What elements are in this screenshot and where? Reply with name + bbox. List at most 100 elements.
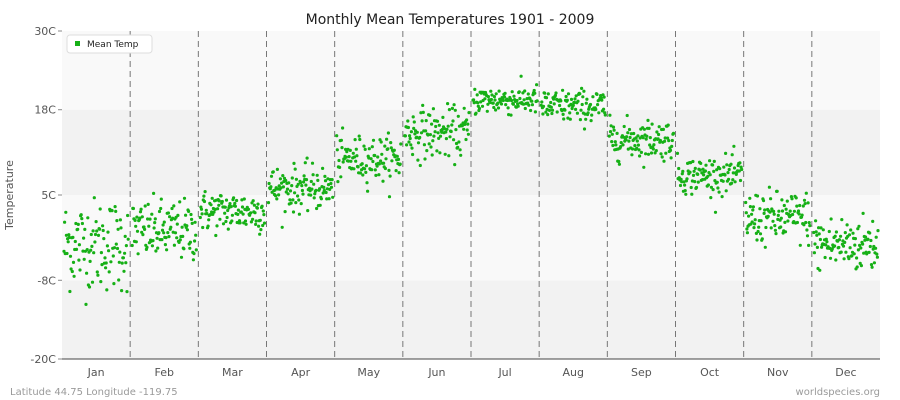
data-point (409, 130, 413, 134)
data-point (305, 156, 309, 160)
data-point (351, 151, 355, 155)
data-point (249, 211, 253, 215)
data-point (729, 162, 733, 166)
data-point (535, 99, 539, 103)
data-point (706, 174, 710, 178)
data-point (300, 184, 304, 188)
data-point (103, 256, 107, 260)
data-point (124, 244, 128, 248)
data-point (683, 189, 687, 193)
data-point (709, 196, 713, 200)
data-point (323, 174, 327, 178)
data-point (853, 237, 858, 241)
data-point (459, 153, 463, 157)
data-point (428, 133, 432, 137)
data-point (135, 215, 139, 219)
data-point (366, 189, 370, 193)
data-point (146, 202, 150, 206)
data-point (692, 169, 696, 173)
data-point (201, 225, 205, 230)
data-point (64, 233, 68, 237)
data-point (207, 218, 211, 222)
data-point (67, 235, 71, 240)
data-point (694, 185, 699, 190)
data-point (136, 252, 140, 256)
data-point (842, 257, 846, 261)
data-point (438, 151, 442, 155)
data-point (303, 161, 307, 165)
data-point (661, 127, 666, 131)
data-point (594, 107, 598, 111)
data-point (530, 103, 535, 107)
data-point (549, 105, 553, 109)
data-point (795, 204, 799, 208)
data-point (373, 153, 377, 158)
data-point (489, 97, 493, 102)
data-point (154, 249, 158, 253)
data-point (690, 192, 694, 196)
data-point (363, 167, 367, 171)
data-point (241, 212, 245, 216)
data-point (160, 228, 165, 232)
data-point (431, 139, 435, 143)
data-point (613, 140, 617, 144)
data-point (260, 204, 264, 208)
data-point (837, 245, 841, 250)
data-point (92, 251, 96, 255)
data-point (321, 166, 325, 170)
data-point (261, 223, 265, 228)
data-point (138, 210, 143, 214)
data-point (527, 103, 531, 107)
data-point (574, 94, 578, 98)
data-point (269, 185, 273, 189)
x-tick-label: Jul (497, 366, 511, 379)
data-point (143, 227, 147, 231)
data-point (526, 92, 530, 96)
data-point (839, 250, 843, 254)
data-point (874, 235, 878, 239)
data-point (210, 196, 214, 200)
data-point (713, 179, 717, 183)
data-point (541, 112, 545, 116)
data-point (448, 135, 452, 139)
data-point (667, 139, 671, 143)
data-point (855, 265, 859, 269)
data-point (371, 159, 375, 164)
data-point (377, 173, 381, 177)
data-point (95, 270, 99, 274)
data-point (845, 223, 849, 227)
data-point (275, 197, 279, 201)
data-point (76, 222, 80, 226)
data-point (504, 103, 508, 107)
data-point (433, 130, 437, 134)
data-point (856, 248, 861, 252)
data-point (205, 212, 209, 216)
data-point (769, 226, 773, 230)
data-point (435, 119, 440, 123)
data-point (109, 260, 113, 264)
data-point (202, 199, 207, 204)
data-point (71, 235, 75, 239)
data-point (69, 267, 73, 271)
data-point (608, 130, 613, 134)
data-point (801, 204, 805, 208)
footer-location: Latitude 44.75 Longitude -119.75 (10, 387, 178, 398)
data-point (89, 248, 93, 252)
data-point (107, 249, 111, 253)
data-point (652, 143, 656, 147)
data-point (338, 165, 342, 169)
data-point (352, 167, 356, 171)
data-point (739, 165, 743, 169)
data-point (708, 159, 712, 163)
data-point (185, 224, 189, 228)
data-point (370, 145, 374, 149)
data-point (254, 219, 258, 223)
data-point (533, 110, 538, 114)
data-point (737, 169, 741, 173)
data-point (208, 213, 212, 217)
x-tick-label: Sep (631, 366, 652, 379)
data-point (523, 89, 527, 93)
data-point (277, 193, 281, 197)
data-point (521, 102, 526, 106)
